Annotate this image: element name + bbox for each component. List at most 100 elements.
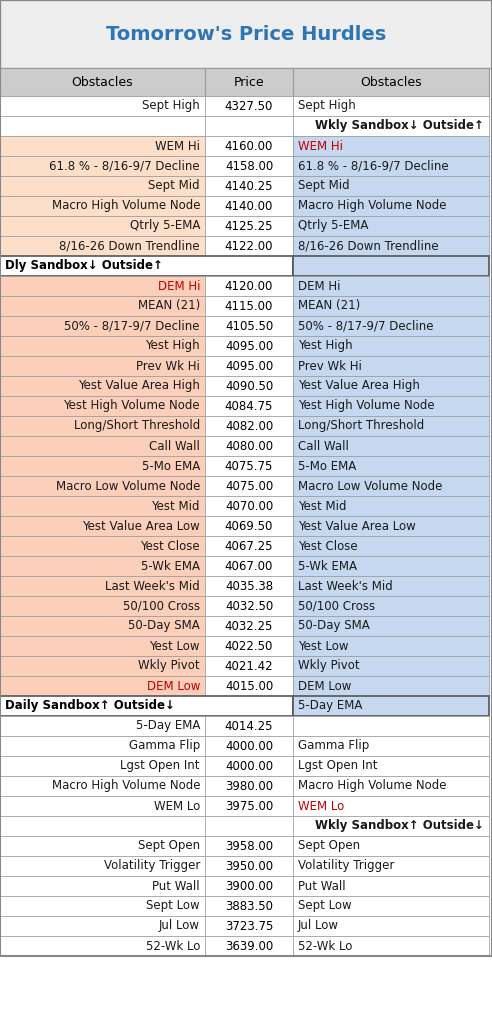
Text: Volatility Trigger: Volatility Trigger bbox=[298, 859, 395, 872]
Bar bbox=[0, 96, 205, 116]
Bar bbox=[0, 316, 205, 336]
Bar bbox=[0, 896, 205, 916]
Text: Yest Low: Yest Low bbox=[150, 640, 200, 652]
Text: Macro High Volume Node: Macro High Volume Node bbox=[52, 779, 200, 793]
Bar bbox=[0, 256, 293, 276]
Bar bbox=[205, 456, 293, 476]
Bar bbox=[293, 896, 489, 916]
Text: Call Wall: Call Wall bbox=[149, 439, 200, 453]
Bar bbox=[293, 456, 489, 476]
Bar bbox=[293, 756, 489, 776]
Text: 5-Wk EMA: 5-Wk EMA bbox=[141, 559, 200, 572]
Text: WEM Hi: WEM Hi bbox=[155, 139, 200, 153]
Text: 3639.00: 3639.00 bbox=[225, 939, 273, 952]
Text: 8/16-26 Down Trendline: 8/16-26 Down Trendline bbox=[298, 240, 439, 253]
Bar bbox=[0, 536, 205, 556]
Text: Price: Price bbox=[234, 76, 264, 88]
Bar bbox=[293, 416, 489, 436]
Bar bbox=[205, 916, 293, 936]
Bar bbox=[205, 616, 293, 636]
Bar bbox=[293, 376, 489, 396]
Text: 4120.00: 4120.00 bbox=[225, 280, 273, 293]
Text: 4160.00: 4160.00 bbox=[225, 139, 273, 153]
Text: 4022.50: 4022.50 bbox=[225, 640, 273, 652]
Bar bbox=[293, 816, 489, 836]
Text: Sept Low: Sept Low bbox=[147, 899, 200, 912]
Text: Dly Sandbox↓ Outside↑: Dly Sandbox↓ Outside↑ bbox=[5, 259, 163, 272]
Text: 4158.00: 4158.00 bbox=[225, 160, 273, 172]
Bar bbox=[205, 716, 293, 736]
Bar bbox=[205, 216, 293, 236]
Text: Macro High Volume Node: Macro High Volume Node bbox=[298, 779, 447, 793]
Text: Jul Low: Jul Low bbox=[298, 920, 339, 933]
Text: 4032.50: 4032.50 bbox=[225, 599, 273, 612]
Text: Obstacles: Obstacles bbox=[72, 76, 133, 88]
Text: 50% - 8/17-9/7 Decline: 50% - 8/17-9/7 Decline bbox=[298, 319, 433, 333]
Text: DEM Low: DEM Low bbox=[298, 680, 351, 692]
Bar bbox=[293, 476, 489, 496]
Text: 8/16-26 Down Trendline: 8/16-26 Down Trendline bbox=[60, 240, 200, 253]
Bar bbox=[293, 96, 489, 116]
Bar bbox=[205, 796, 293, 816]
Text: Sept High: Sept High bbox=[298, 99, 356, 113]
Text: Sept Mid: Sept Mid bbox=[149, 179, 200, 193]
Bar bbox=[293, 116, 489, 136]
Bar bbox=[205, 896, 293, 916]
Text: 4014.25: 4014.25 bbox=[225, 720, 273, 732]
Text: Last Week's Mid: Last Week's Mid bbox=[298, 580, 393, 593]
Bar bbox=[0, 636, 205, 656]
Bar bbox=[0, 396, 205, 416]
Bar bbox=[293, 876, 489, 896]
Bar bbox=[205, 196, 293, 216]
Bar bbox=[205, 376, 293, 396]
Text: 4327.50: 4327.50 bbox=[225, 99, 273, 113]
Text: Daily Sandbox↑ Outside↓: Daily Sandbox↑ Outside↓ bbox=[5, 699, 175, 713]
Bar bbox=[205, 876, 293, 896]
Text: Yest High: Yest High bbox=[145, 340, 200, 352]
Bar bbox=[293, 596, 489, 616]
Bar bbox=[0, 496, 205, 516]
Text: Tomorrow's Price Hurdles: Tomorrow's Price Hurdles bbox=[106, 25, 386, 43]
Text: Last Week's Mid: Last Week's Mid bbox=[105, 580, 200, 593]
Bar bbox=[293, 636, 489, 656]
Bar bbox=[205, 176, 293, 196]
Bar bbox=[0, 736, 205, 756]
Text: Gamma Flip: Gamma Flip bbox=[129, 739, 200, 753]
Bar bbox=[205, 776, 293, 796]
Text: 4095.00: 4095.00 bbox=[225, 340, 273, 352]
Text: 4067.25: 4067.25 bbox=[225, 540, 273, 553]
Text: 4105.50: 4105.50 bbox=[225, 319, 273, 333]
Text: Yest Value Area Low: Yest Value Area Low bbox=[82, 519, 200, 532]
Bar bbox=[293, 276, 489, 296]
Text: DEM Hi: DEM Hi bbox=[298, 280, 340, 293]
Text: 50/100 Cross: 50/100 Cross bbox=[298, 599, 375, 612]
Bar bbox=[205, 136, 293, 156]
Bar bbox=[0, 476, 205, 496]
Bar bbox=[205, 656, 293, 676]
Bar bbox=[293, 936, 489, 956]
Bar bbox=[293, 676, 489, 696]
Bar bbox=[0, 676, 205, 696]
Bar bbox=[205, 316, 293, 336]
Text: 4115.00: 4115.00 bbox=[225, 299, 273, 312]
Text: 4075.00: 4075.00 bbox=[225, 479, 273, 493]
Bar bbox=[205, 396, 293, 416]
Text: 4084.75: 4084.75 bbox=[225, 399, 273, 413]
Text: Lgst Open Int: Lgst Open Int bbox=[121, 760, 200, 772]
Bar bbox=[205, 276, 293, 296]
Text: Yest Close: Yest Close bbox=[298, 540, 358, 553]
Bar bbox=[205, 856, 293, 876]
Bar bbox=[293, 256, 489, 276]
Bar bbox=[293, 496, 489, 516]
Text: Wkly Pivot: Wkly Pivot bbox=[138, 659, 200, 673]
Text: 3980.00: 3980.00 bbox=[225, 779, 273, 793]
Text: 5-Mo EMA: 5-Mo EMA bbox=[298, 460, 356, 472]
Text: MEAN (21): MEAN (21) bbox=[138, 299, 200, 312]
Text: 50/100 Cross: 50/100 Cross bbox=[123, 599, 200, 612]
Bar bbox=[293, 776, 489, 796]
Text: Macro High Volume Node: Macro High Volume Node bbox=[52, 200, 200, 213]
Bar bbox=[205, 536, 293, 556]
Bar bbox=[293, 336, 489, 356]
Text: 50-Day SMA: 50-Day SMA bbox=[128, 620, 200, 633]
Bar bbox=[293, 436, 489, 456]
